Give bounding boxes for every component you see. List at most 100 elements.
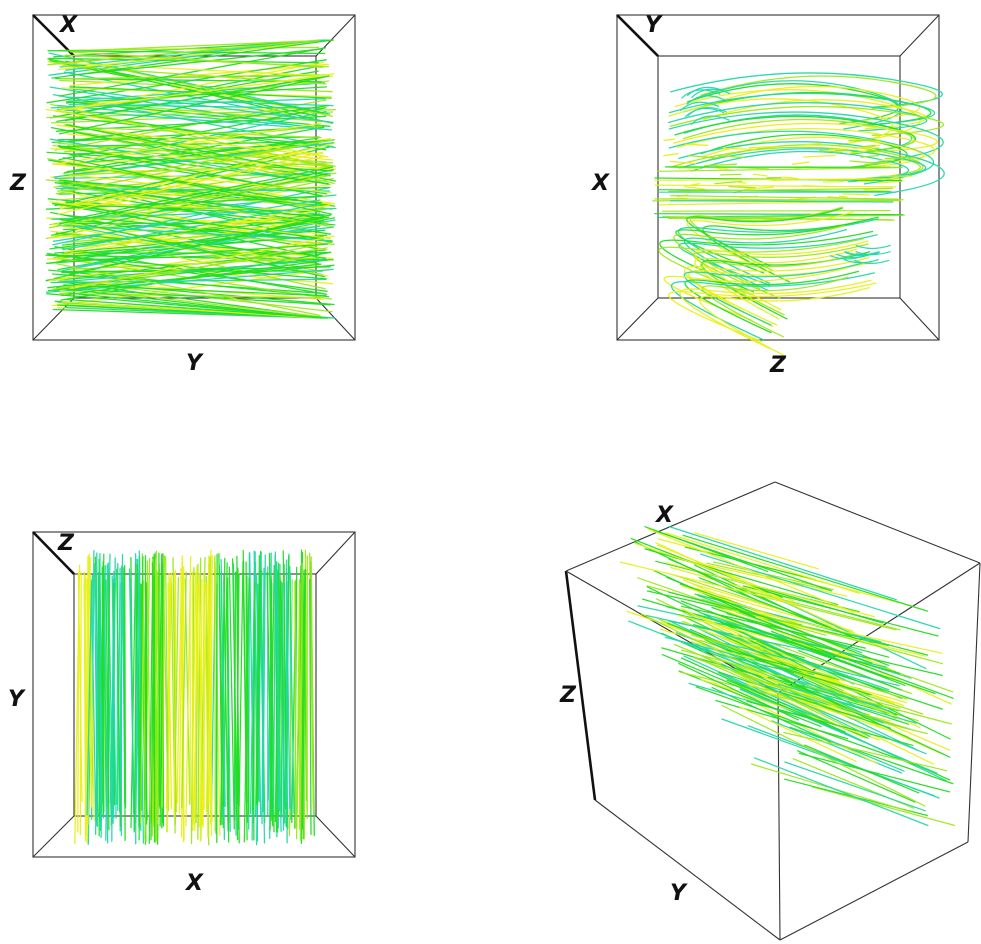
streamline [238, 560, 244, 807]
streamline [166, 572, 172, 832]
streamline [683, 91, 932, 126]
streamline [780, 665, 897, 720]
streamline [675, 220, 860, 274]
streamline [251, 581, 256, 811]
streamline [884, 156, 915, 160]
panel-3-streamlines [74, 549, 315, 846]
streamline [51, 269, 330, 307]
streamline [849, 160, 881, 165]
streamline [64, 298, 329, 319]
streamline [843, 259, 879, 264]
streamline [245, 561, 248, 804]
streamline [695, 686, 917, 766]
streamline [719, 173, 742, 176]
streamline [731, 604, 952, 705]
streamline [655, 542, 856, 635]
streamline [65, 86, 328, 104]
streamline [842, 193, 871, 196]
streamline [53, 139, 335, 188]
streamline [680, 621, 895, 705]
streamline [654, 198, 902, 202]
streamline [704, 638, 810, 691]
streamline [64, 125, 323, 153]
streamline [798, 727, 905, 772]
streamline [634, 542, 742, 580]
streamline [701, 598, 944, 665]
streamline [61, 259, 328, 297]
streamline [658, 238, 864, 296]
panel-2-streamlines [652, 72, 945, 357]
streamline [57, 136, 320, 141]
streamline [198, 573, 203, 825]
streamline [804, 684, 952, 725]
streamline [58, 75, 330, 135]
streamline [46, 243, 329, 264]
streamline [679, 148, 927, 181]
streamline [59, 218, 326, 278]
streamline [299, 562, 303, 841]
streamline [804, 142, 822, 146]
streamline [680, 657, 787, 706]
streamline [54, 74, 330, 112]
streamline [694, 240, 869, 311]
streamline [640, 613, 775, 679]
streamline [854, 259, 890, 265]
streamline [266, 571, 273, 822]
streamline [665, 562, 875, 618]
streamline [96, 571, 100, 812]
streamline [62, 156, 333, 215]
streamline [56, 257, 332, 300]
streamline [69, 87, 334, 124]
streamline [47, 39, 321, 66]
streamline [878, 159, 895, 162]
streamline [69, 48, 323, 77]
streamline [68, 222, 328, 225]
streamline [161, 555, 166, 808]
streamline [646, 586, 818, 670]
streamline [300, 569, 305, 845]
streamline [664, 166, 903, 168]
streamline [53, 229, 326, 254]
streamline [220, 558, 226, 808]
streamline [715, 631, 890, 691]
streamline [51, 202, 324, 240]
streamline [194, 565, 198, 831]
streamline [285, 567, 291, 810]
streamline [46, 151, 333, 172]
streamline [767, 676, 900, 712]
panel-1-streamlines [45, 39, 337, 319]
streamline [678, 141, 945, 197]
streamline [804, 744, 920, 794]
streamline [691, 88, 731, 99]
panel-2-box [616, 14, 940, 341]
panel-view-x: X Z Y [9, 13, 356, 376]
streamline [63, 214, 323, 241]
streamline [56, 259, 326, 283]
streamline [218, 565, 225, 807]
streamline [668, 282, 877, 342]
streamline [52, 163, 332, 194]
streamline [678, 662, 799, 721]
streamline [681, 585, 799, 625]
streamline [146, 560, 152, 824]
streamline [818, 149, 843, 154]
streamline [56, 203, 321, 212]
streamline [684, 185, 705, 190]
streamline [828, 148, 848, 151]
streamline [659, 230, 874, 293]
panel-view-y: Y X Z [590, 13, 945, 378]
streamline [685, 143, 709, 146]
streamline [860, 144, 876, 148]
streamline [694, 248, 858, 320]
streamline [69, 162, 333, 176]
streamline [255, 554, 261, 806]
panel-3-bottom-axis-label: X [184, 871, 204, 896]
streamline [56, 75, 328, 123]
streamline [123, 567, 126, 842]
streamline [690, 115, 730, 125]
streamline [699, 616, 845, 682]
streamline [699, 286, 870, 357]
streamline [647, 527, 833, 592]
streamline [55, 77, 322, 83]
streamline [60, 74, 320, 80]
